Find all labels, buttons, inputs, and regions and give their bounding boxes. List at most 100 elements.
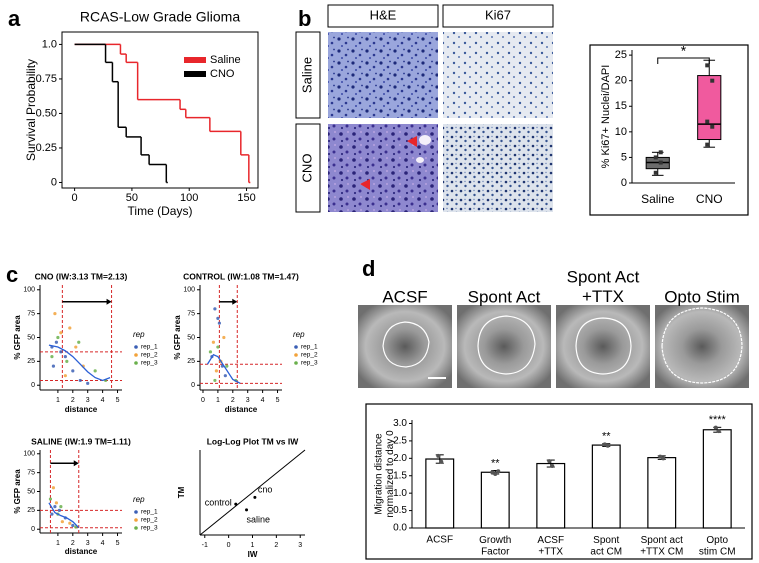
micrograph <box>655 305 749 388</box>
x-tick-label: ACSF <box>426 535 453 546</box>
x-axis-label: distance <box>225 405 258 414</box>
significance-label: * <box>681 43 687 59</box>
legend-swatch <box>134 526 138 530</box>
panel-label: c <box>6 262 18 287</box>
data-point <box>216 345 220 349</box>
bar <box>480 471 510 529</box>
data-point <box>653 155 658 160</box>
x-tick-label: 0 <box>72 192 78 204</box>
x-axis-label: distance <box>65 405 98 414</box>
legend-swatch <box>134 518 138 522</box>
point-label: cno <box>258 485 273 495</box>
y-tick-label: 0.50 <box>36 107 57 119</box>
legend-swatch <box>184 71 206 77</box>
x-tick-label: 3 <box>298 542 302 549</box>
data-point <box>214 369 218 373</box>
legend-label: CNO <box>210 68 235 80</box>
bar <box>536 462 566 529</box>
data-point <box>496 469 501 474</box>
data-point <box>208 350 213 354</box>
x-tick-label: Saline <box>641 192 675 206</box>
data-point <box>710 124 715 129</box>
data-point <box>225 364 229 368</box>
y-tick-label: 1.5 <box>393 470 407 481</box>
y-tick-label: 75 <box>27 310 35 317</box>
image-label: Opto Stim <box>664 287 740 306</box>
x-tick-label: 4 <box>101 397 105 404</box>
image-label: Spont Act +TTX <box>567 268 640 307</box>
data-point <box>234 502 238 506</box>
x-axis-label: distance <box>65 547 98 556</box>
migration-outline <box>575 317 632 375</box>
legend-title: rep <box>133 330 145 339</box>
migration-outline <box>477 315 536 375</box>
box <box>697 75 722 141</box>
y-axis-label: Survival Probability <box>24 59 38 161</box>
legend-label: rep_2 <box>141 517 158 524</box>
data-point <box>59 504 63 509</box>
data-point <box>78 378 82 383</box>
data-point <box>547 459 552 464</box>
y-tick-label: 50 <box>27 334 35 341</box>
data-point <box>245 508 249 512</box>
legend-label: rep_3 <box>301 360 318 367</box>
micrograph <box>457 305 551 388</box>
x-tick-label: Spont act CM <box>590 535 622 558</box>
y-tick-label: 0.5 <box>393 505 407 516</box>
y-tick-label: 25 <box>187 358 195 365</box>
data-point <box>63 354 67 359</box>
data-point <box>705 142 710 147</box>
x-tick-label: Spont act +TTX CM <box>640 535 683 558</box>
legend-swatch <box>134 345 138 349</box>
arrow-head <box>232 298 238 305</box>
data-point <box>68 326 72 330</box>
y-tick-label: 15 <box>615 100 627 112</box>
y-tick-label: 50 <box>27 488 35 495</box>
y-axis-label: Migration distancenormalized to day 0 <box>373 430 396 518</box>
data-point <box>253 495 257 499</box>
chart-title: Log-Log Plot TM vs IW <box>207 436 300 446</box>
vessel <box>419 135 431 145</box>
data-point <box>59 350 63 354</box>
data-point <box>490 470 495 475</box>
data-point <box>48 497 53 501</box>
y-tick-label: 0.75 <box>36 73 57 85</box>
legend-swatch <box>134 510 138 514</box>
x-tick-label: Growth Factor <box>479 535 511 558</box>
x-tick-label: 3 <box>86 540 90 547</box>
chart-title: SALINE (IW:1.9 TM=1.11) <box>31 436 131 446</box>
y-tick-label: 0 <box>31 382 35 389</box>
y-tick-label: 1.0 <box>42 38 57 50</box>
legend-label: rep_1 <box>141 509 158 516</box>
y-tick-label: 25 <box>27 507 35 514</box>
significance-label: ** <box>602 431 611 443</box>
x-tick-label: 5 <box>116 397 120 404</box>
y-tick-label: 10 <box>615 126 627 138</box>
x-tick-label: 1 <box>56 540 60 547</box>
legend-label: rep_2 <box>141 352 158 359</box>
data-point <box>713 425 718 430</box>
chart-title: CONTROL (IW:1.08 TM=1.47) <box>183 271 299 281</box>
x-tick-label: ACSF +TTX <box>537 535 564 558</box>
arrow-head <box>73 460 79 467</box>
header-box <box>442 4 554 28</box>
y-tick-label: 3.0 <box>393 418 407 429</box>
x-tick-label: 3 <box>246 397 250 404</box>
data-point <box>716 429 721 434</box>
legend-label: rep_3 <box>141 525 158 532</box>
x-tick-label: 1 <box>56 397 60 404</box>
y-tick-label: 5 <box>621 151 627 163</box>
legend-label: rep_1 <box>141 344 158 351</box>
bar <box>425 458 455 529</box>
panel-label: b <box>298 6 311 31</box>
data-point <box>50 512 54 516</box>
data-point <box>602 442 607 447</box>
data-point <box>705 119 710 124</box>
condition-label: CNO <box>299 154 314 183</box>
y-axis-label: % Ki67+ Nuclei/DAPI <box>600 65 612 169</box>
y-tick-label: 0 <box>191 382 195 389</box>
micrograph <box>443 32 553 118</box>
significance-label: ** <box>491 457 500 469</box>
migration-outline <box>382 321 430 368</box>
